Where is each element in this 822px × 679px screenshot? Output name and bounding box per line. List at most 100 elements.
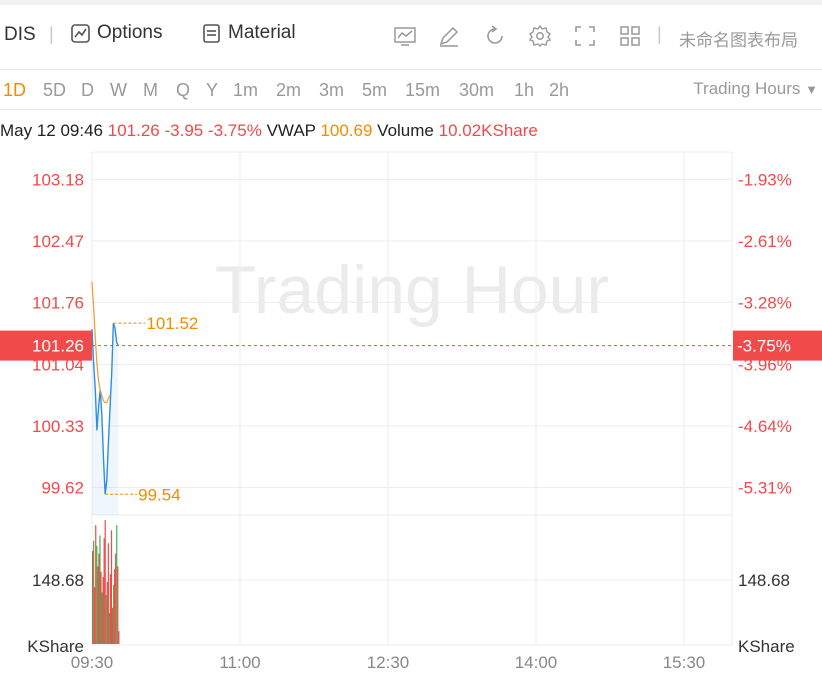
material-label: Material — [228, 22, 296, 43]
x-tick-label: 12:30 — [367, 653, 410, 672]
y-tick-label-right: -5.31% — [738, 478, 792, 497]
period-w[interactable]: W — [110, 80, 127, 100]
vwap-value: 100.69 — [320, 121, 373, 140]
options-button[interactable]: Options — [70, 22, 162, 44]
volume-bar — [101, 592, 103, 644]
volume-bar — [102, 576, 104, 644]
volume-bar — [100, 571, 102, 644]
period-2m[interactable]: 2m — [276, 80, 302, 100]
x-tick-label: 11:00 — [219, 653, 260, 672]
volume-bar — [108, 613, 110, 644]
y-tick-label-left: 100.33 — [32, 417, 84, 436]
volume-bar — [107, 543, 109, 644]
y-tick-label-left: 103.18 — [32, 171, 84, 190]
volume-bar — [114, 569, 116, 644]
y-tick-label-left: 99.62 — [41, 478, 84, 497]
period-3m[interactable]: 3m — [319, 80, 345, 100]
material-button[interactable]: Material — [201, 22, 296, 44]
volume-axis-label-left: 148.68 — [32, 571, 84, 590]
volume-bar — [118, 631, 120, 644]
toolbar: DIS | Options Material — [0, 0, 822, 70]
period-bar: 1D 5D D W M Q Y 1m 2m 3m 5m 15m 30m 1h 2… — [0, 70, 822, 110]
high-marker-label: 101.52 — [146, 314, 198, 333]
current-price-box-left — [0, 330, 92, 361]
volume-unit-right: KShare — [738, 637, 795, 656]
volume-label: Volume — [377, 121, 434, 140]
y-tick-label-left: 101.76 — [32, 293, 84, 312]
volume-bar — [105, 594, 107, 644]
symbol-label[interactable]: DIS — [4, 24, 36, 45]
trading-hours-label: Trading Hours — [693, 79, 801, 98]
volume-bar — [92, 551, 94, 644]
period-1h[interactable]: 1h — [514, 80, 535, 100]
y-tick-label-right: -2.61% — [738, 232, 792, 251]
y-tick-label-left: 102.47 — [32, 232, 84, 251]
draw-icon[interactable] — [437, 24, 461, 48]
settings-icon[interactable] — [528, 24, 552, 48]
toolbar-separator: | — [49, 24, 54, 44]
volume-bar — [99, 535, 101, 644]
period-5m[interactable]: 5m — [362, 80, 388, 100]
volume-bar — [95, 525, 97, 644]
layout-grid-icon[interactable] — [618, 24, 642, 48]
period-1m[interactable]: 1m — [233, 80, 259, 100]
current-pct-label: -3.75% — [737, 337, 791, 356]
refresh-icon[interactable] — [483, 24, 507, 48]
price-area — [92, 323, 119, 515]
volume-bar — [117, 566, 119, 644]
volume-unit-left: KShare — [27, 637, 84, 656]
volume-bar — [96, 545, 98, 644]
y-tick-label-right: -1.93% — [738, 171, 792, 190]
period-5d[interactable]: 5D — [43, 80, 67, 100]
period-1d[interactable]: 1D — [3, 80, 27, 100]
volume-bar — [94, 587, 96, 644]
volume-axis-label-right: 148.68 — [738, 571, 790, 590]
trading-hours-dropdown[interactable]: Trading Hours ▼ — [693, 79, 818, 99]
volume-bar — [97, 566, 99, 644]
volume-bar — [98, 553, 100, 644]
volume-bar — [110, 530, 113, 644]
period-30m[interactable]: 30m — [459, 80, 495, 100]
x-tick-label: 09:30 — [71, 653, 114, 672]
top-strip — [0, 0, 822, 5]
vwap-series-line — [91, 281, 111, 404]
x-tick-label: 15:30 — [663, 653, 706, 672]
toolbar-separator-2: | — [657, 24, 662, 44]
chevron-down-icon: ▼ — [805, 82, 818, 97]
volume-bar — [115, 553, 117, 644]
y-tick-label-right: -3.28% — [738, 293, 792, 312]
low-marker-label: 99.54 — [138, 485, 181, 504]
fullscreen-icon[interactable] — [573, 24, 597, 48]
volume-bar — [103, 538, 105, 644]
volume-bar — [116, 525, 118, 644]
chart-line-icon[interactable] — [393, 24, 417, 48]
period-m[interactable]: M — [143, 80, 158, 100]
layout-name[interactable]: 未命名图表布局 — [679, 31, 798, 50]
period-q[interactable]: Q — [176, 80, 191, 100]
volume-bar — [93, 540, 95, 644]
options-icon — [71, 23, 90, 43]
volume-bar — [109, 574, 112, 644]
volume-bar — [106, 582, 108, 644]
chart-watermark: Trading Hour — [215, 252, 609, 328]
period-y[interactable]: Y — [206, 80, 219, 100]
quote-price: 101.26 — [107, 121, 160, 140]
quote-datetime: May 12 09:46 — [0, 121, 104, 140]
volume-bar — [113, 584, 115, 644]
volume-value: 10.02KShare — [438, 121, 538, 140]
options-label: Options — [97, 22, 163, 43]
material-icon — [203, 23, 220, 43]
quote-change-pct: -3.75% — [207, 121, 262, 140]
volume-bar — [111, 607, 114, 644]
current-pct-box-right — [733, 330, 822, 361]
current-price-label: 101.26 — [32, 337, 84, 356]
period-2h[interactable]: 2h — [549, 80, 570, 100]
volume-bar — [104, 520, 106, 644]
period-d[interactable]: D — [81, 80, 94, 100]
x-tick-label: 14:00 — [515, 653, 558, 672]
period-15m[interactable]: 15m — [405, 80, 441, 100]
quote-info-line: May 12 09:46 101.26 -3.95 -3.75% VWAP 10… — [0, 121, 538, 141]
vwap-label: VWAP — [266, 121, 316, 140]
y-tick-label-right: -4.64% — [738, 417, 792, 436]
